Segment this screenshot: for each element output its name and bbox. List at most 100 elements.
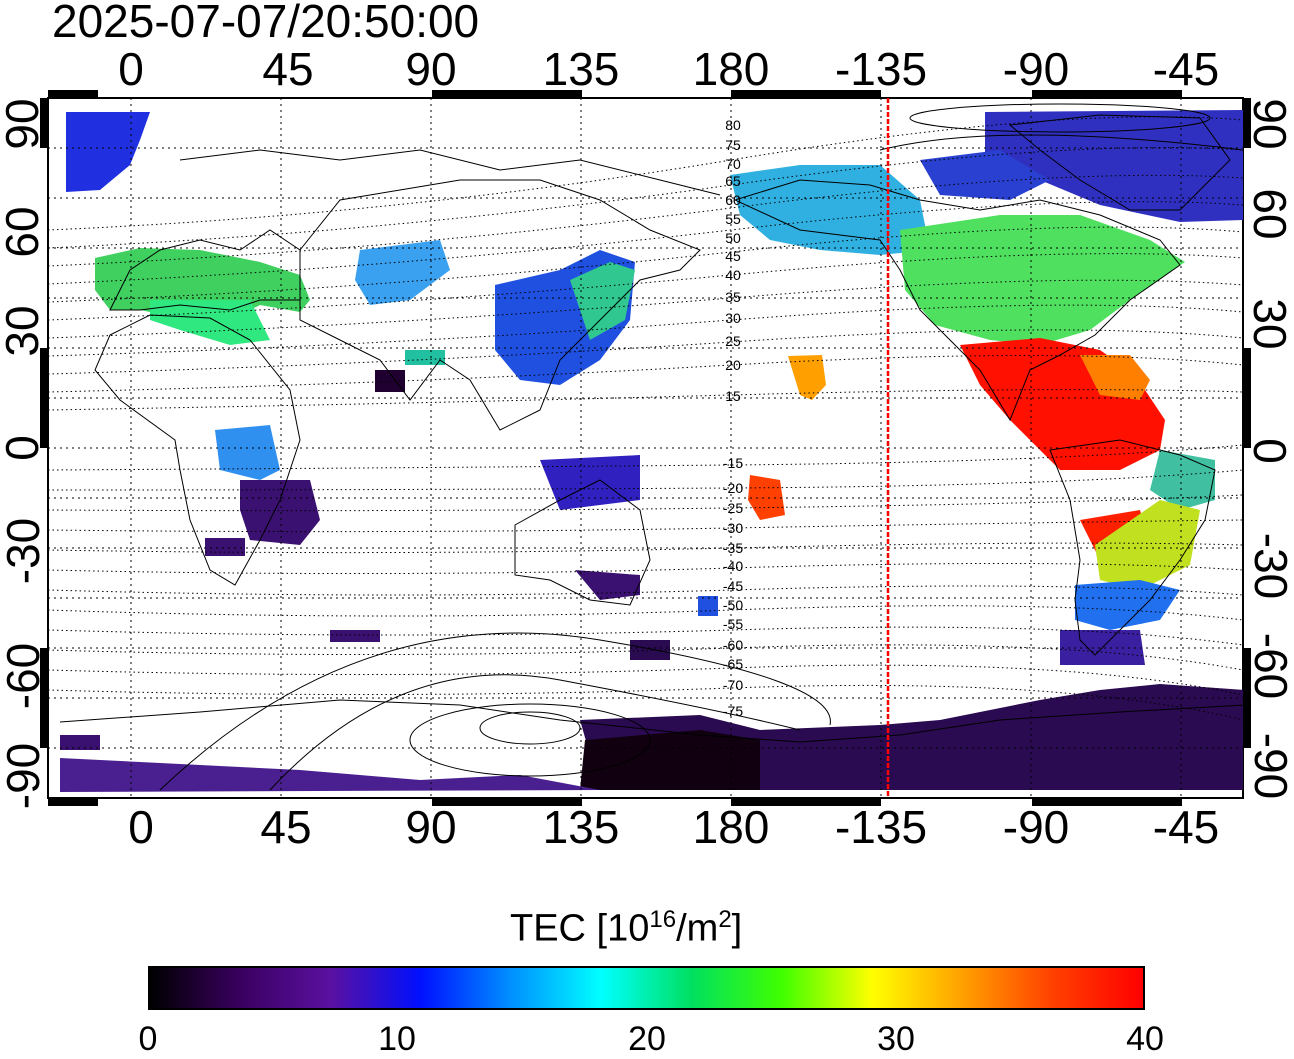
coast-greenland bbox=[1008, 114, 1231, 211]
mlat-label: 80 bbox=[725, 117, 741, 133]
mlat-label: -65 bbox=[722, 656, 744, 672]
colorbar-tick-20: 20 bbox=[628, 1020, 666, 1058]
lat-tick-right-0: 0 bbox=[1244, 438, 1294, 464]
lat-tick-left-0: 0 bbox=[0, 435, 48, 461]
mlat-label: 30 bbox=[725, 310, 741, 326]
coast-africa bbox=[94, 314, 301, 586]
colorbar-tick-30: 30 bbox=[877, 1020, 915, 1058]
colorbar-title-unit-exponent: 2 bbox=[718, 906, 732, 933]
mlat-label: 65 bbox=[725, 173, 741, 189]
tec-region-arctic-europe bbox=[66, 112, 150, 192]
mlat-label: -55 bbox=[722, 616, 744, 632]
magnetic-pole-contours bbox=[159, 103, 1243, 791]
lon-tick-bottom-minus90: -90 bbox=[1002, 801, 1070, 853]
mlat-label: -40 bbox=[722, 558, 744, 574]
lon-tick-bottom-0: 0 bbox=[128, 801, 154, 853]
mlat-label: 60 bbox=[725, 192, 741, 208]
tec-region-central-asia bbox=[355, 240, 450, 305]
mlat-label: 40 bbox=[725, 267, 741, 283]
tec-region-japan bbox=[570, 262, 635, 340]
tec-region-south-america-equator bbox=[1150, 450, 1215, 510]
colorbar-title-unit: /m bbox=[676, 907, 719, 950]
lon-tick-bottom-minus45: -45 bbox=[1152, 801, 1220, 853]
lon-tick-bottom-180: 180 bbox=[692, 801, 770, 853]
tec-region-antarctic-south bbox=[60, 758, 600, 792]
lon-tick-top-135: 135 bbox=[542, 43, 620, 95]
colorbar-tick-10: 10 bbox=[378, 1020, 416, 1058]
mlat-label: -25 bbox=[722, 500, 744, 516]
tec-region-southern-ocean-1 bbox=[330, 630, 380, 642]
mlat-label: 25 bbox=[725, 333, 741, 349]
lon-tick-top-180: 180 bbox=[692, 43, 770, 95]
lon-tick-top-45: 45 bbox=[262, 43, 314, 95]
mlat-label: -50 bbox=[722, 597, 744, 613]
mlat-label: 70 bbox=[725, 156, 741, 172]
lat-tick-right-minus30: -30 bbox=[1245, 532, 1294, 600]
coast-antarctica bbox=[59, 699, 1243, 743]
tec-region-east-africa bbox=[215, 425, 280, 480]
mlat-label: 20 bbox=[725, 357, 741, 373]
lat-tick-left-minus90: -90 bbox=[0, 742, 49, 810]
lat-tick-right-minus60: -60 bbox=[1245, 632, 1294, 700]
colorbar-title: TEC [1016/m2] bbox=[510, 906, 742, 951]
lon-tick-top-minus90: -90 bbox=[1002, 43, 1070, 95]
mlat-label: -60 bbox=[722, 637, 744, 653]
mlat-label: -35 bbox=[722, 540, 744, 556]
lon-tick-top-minus135: -135 bbox=[834, 43, 928, 95]
mlat-label: 15 bbox=[725, 388, 741, 404]
tec-region-canada-north bbox=[985, 110, 1243, 222]
colorbar-tick-0: 0 bbox=[138, 1020, 158, 1058]
lat-tick-right-60: 60 bbox=[1244, 188, 1294, 240]
lat-tick-left-minus60: -60 bbox=[0, 642, 49, 710]
lon-tick-top-0: 0 bbox=[118, 43, 144, 95]
lat-tick-left-minus30: -30 bbox=[0, 517, 49, 585]
lat-tick-left-30: 30 bbox=[0, 305, 48, 357]
lat-tick-right-90: 90 bbox=[1244, 98, 1294, 150]
tec-region-south-pacific bbox=[748, 475, 785, 520]
tec-colorbar bbox=[148, 966, 1145, 1010]
tec-region-caribbean bbox=[1080, 355, 1150, 400]
coast-asia bbox=[299, 179, 701, 431]
lat-tick-left-90: 90 bbox=[0, 98, 48, 150]
mlat-label: -45 bbox=[722, 578, 744, 594]
coast-south-america bbox=[1049, 439, 1216, 656]
tec-region-greenland-cap bbox=[920, 150, 1050, 200]
mlat-label: -15 bbox=[722, 455, 744, 471]
tec-region-arabia bbox=[405, 350, 445, 365]
coastlines bbox=[59, 114, 1243, 743]
mlat-label: 35 bbox=[725, 289, 741, 305]
graticule bbox=[48, 98, 1243, 798]
tec-region-south-america-south bbox=[1075, 580, 1180, 630]
mlat-label: 45 bbox=[725, 248, 741, 264]
mlat-label: 75 bbox=[725, 137, 741, 153]
colorbar-title-close: ] bbox=[731, 907, 743, 950]
tec-region-antarctic-atlantic bbox=[60, 735, 100, 750]
tec-data-layer bbox=[60, 110, 1243, 792]
lon-tick-bottom-45: 45 bbox=[260, 801, 312, 853]
tec-region-namibia bbox=[205, 538, 245, 556]
colorbar-tick-40: 40 bbox=[1126, 1020, 1164, 1058]
timestamp-title: 2025-07-07/20:50:00 bbox=[52, 0, 480, 47]
lat-tick-left-60: 60 bbox=[0, 206, 48, 258]
colorbar-title-main: TEC [10 bbox=[510, 907, 650, 950]
tec-region-north-america bbox=[900, 215, 1185, 345]
lon-tick-top-minus45: -45 bbox=[1152, 43, 1220, 95]
lon-tick-bottom-90: 90 bbox=[405, 801, 457, 853]
lat-tick-right-minus90: -90 bbox=[1245, 732, 1294, 800]
lon-tick-bottom-135: 135 bbox=[542, 801, 620, 853]
frame-ticks bbox=[40, 90, 1251, 806]
coast-north-america bbox=[733, 179, 1181, 422]
mlat-label: -30 bbox=[722, 520, 744, 536]
mlat-label: 50 bbox=[725, 230, 741, 246]
tec-region-hawaii bbox=[788, 355, 826, 400]
magnetic-latitude-contours bbox=[48, 116, 1243, 721]
tec-region-southern-ocean-2 bbox=[630, 640, 670, 660]
mlat-label: -20 bbox=[722, 480, 744, 496]
mlat-label: 55 bbox=[725, 211, 741, 227]
coast-arctic-asia bbox=[179, 149, 721, 196]
tec-region-south-africa bbox=[240, 480, 320, 545]
coast-australia bbox=[514, 479, 651, 606]
lon-tick-bottom-minus135: -135 bbox=[834, 801, 928, 853]
tec-region-australia bbox=[575, 570, 640, 600]
